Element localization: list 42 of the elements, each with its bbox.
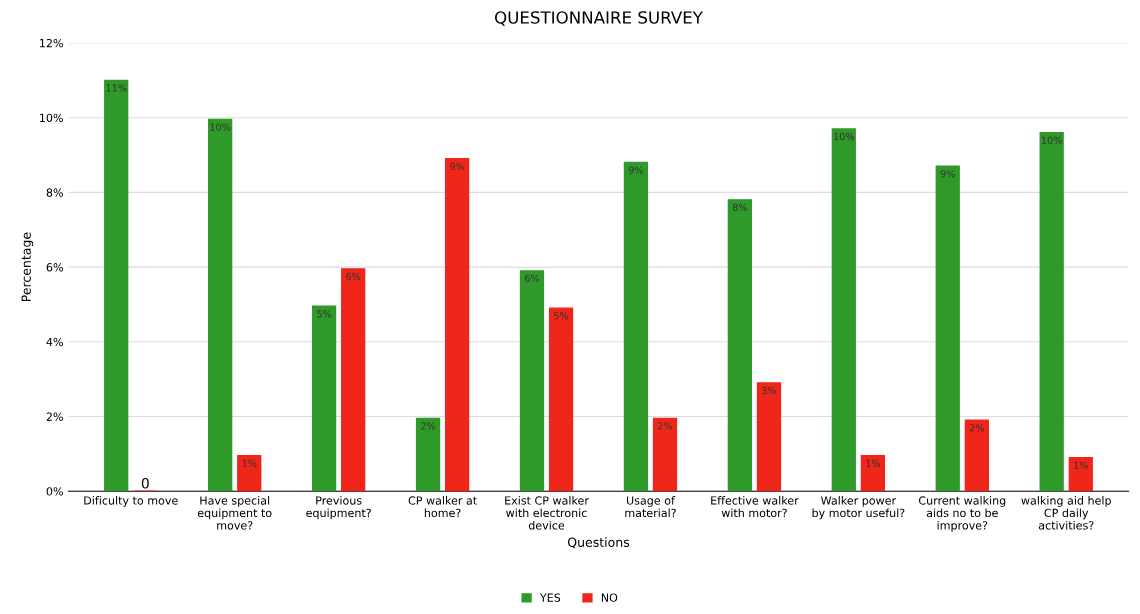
data-label: 11% xyxy=(106,84,127,92)
data-label: 9% xyxy=(940,170,955,178)
x-tick-label: Have special equipment to move? xyxy=(197,496,272,530)
data-label: 9% xyxy=(628,166,644,174)
legend-label: YES xyxy=(539,593,561,602)
data-label: 8% xyxy=(732,203,748,212)
data-label: 6% xyxy=(346,272,361,281)
x-tick-label: walking aid help CP daily activities? xyxy=(1021,496,1111,530)
y-tick-label: 6% xyxy=(46,263,63,272)
x-tick-label: Walker power by motor useful? xyxy=(812,496,905,520)
data-label: 2% xyxy=(658,422,673,430)
y-axis-title: Percentage xyxy=(21,232,34,302)
x-tick-label: Current walking aids no to be improve? xyxy=(918,496,1006,532)
data-label: 3% xyxy=(761,386,777,395)
x-tick-label: Effective walker with motor? xyxy=(711,496,799,518)
x-tick-label: Exist CP walker with electronic device xyxy=(505,496,589,530)
y-tick-label: 0% xyxy=(46,487,63,496)
y-tick-label: 12% xyxy=(40,38,63,48)
data-label: 9% xyxy=(450,162,465,171)
y-tick-label: 8% xyxy=(46,188,63,197)
y-tick-label: 4% xyxy=(46,337,63,347)
data-label: 1% xyxy=(866,459,881,467)
data-label: 10% xyxy=(1041,136,1062,144)
chart-title: QUESTIONNAIRE SURVEY xyxy=(495,11,703,26)
x-tick-label: CP walker at home? xyxy=(408,496,477,518)
legend-label: NO xyxy=(601,593,618,602)
data-label: 10% xyxy=(210,123,231,131)
data-label: 2% xyxy=(969,424,985,432)
x-axis-title: Questions xyxy=(567,537,630,549)
data-label: 2% xyxy=(421,422,436,430)
data-label: 5% xyxy=(554,312,569,320)
data-label: 1% xyxy=(242,459,257,467)
y-tick-label: 2% xyxy=(46,412,63,421)
data-label: 5% xyxy=(317,310,332,318)
y-tick-label: 10% xyxy=(40,113,63,123)
x-tick-label: Dificulty to move xyxy=(84,496,178,507)
data-label: 6% xyxy=(524,274,540,283)
x-tick-label: Previous equipment? xyxy=(306,496,371,520)
data-label: 1% xyxy=(1074,461,1088,469)
data-label: 0 xyxy=(141,478,149,489)
data-label: 10% xyxy=(834,132,855,141)
x-tick-label: Usage of material? xyxy=(625,496,676,518)
